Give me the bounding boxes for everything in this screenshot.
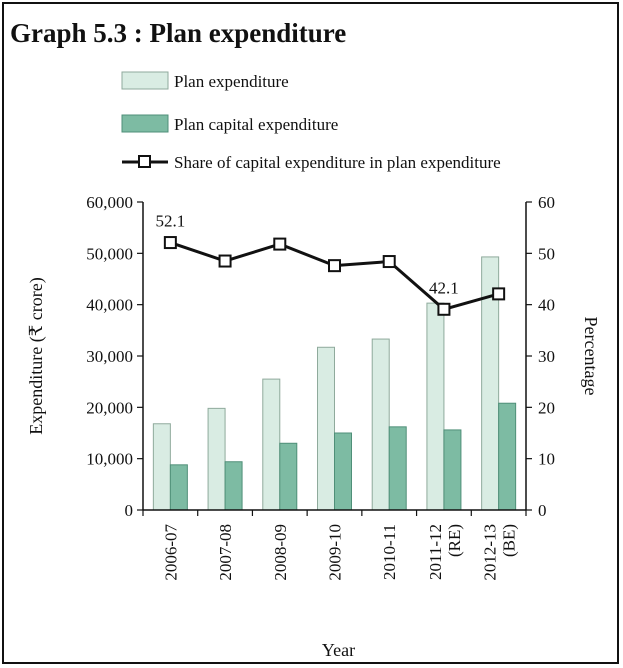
bar-plan-capital-expenditure (498, 402, 517, 511)
bar-plan-capital-expenditure (443, 429, 462, 511)
share-marker (218, 254, 232, 268)
line-layer (163, 236, 506, 316)
bar-plan-expenditure (426, 302, 445, 511)
x-tick-label-line: 2006-07 (161, 524, 180, 581)
x-tick-label-line: 2010-11 (380, 524, 399, 580)
y-tick-label: 0 (125, 501, 134, 520)
y2-axis-title: Percentage (581, 317, 601, 396)
labels-layer: 52.1 42.1 (155, 212, 458, 298)
x-tick-label-line: 2009-10 (326, 524, 345, 581)
y-tick-label: 30,000 (86, 347, 133, 366)
x-axis-title: Year (322, 640, 355, 660)
y2-tick-label: 50 (538, 244, 555, 263)
legend-swatch-plan-expenditure (121, 71, 169, 90)
axes-layer: 0 10,000 20,000 30,000 40,000 50,000 60,000 0 10… (26, 193, 601, 660)
x-tick-label-line: 2008-09 (271, 524, 290, 581)
y2-tick-label: 20 (538, 398, 555, 417)
share-marker (273, 237, 287, 251)
x-tick-label: 2011-12(RE) (426, 524, 464, 580)
bar-plan-capital-expenditure (224, 461, 243, 511)
y2-tick-label: 0 (538, 501, 547, 520)
legend-label-share: Share of capital expenditure in plan exp… (174, 153, 501, 172)
x-tick-label: 2010-11 (380, 524, 399, 580)
x-tick-label-line: 2012-13 (481, 524, 500, 581)
data-label: 52.1 (155, 212, 185, 231)
y-tick-label: 40,000 (86, 296, 133, 315)
bar-plan-capital-expenditure (279, 442, 298, 511)
y2-tick-label: 30 (538, 347, 555, 366)
share-marker (382, 255, 396, 269)
y-tick-label: 20,000 (86, 398, 133, 417)
legend-label-plan-expenditure: Plan expenditure (174, 72, 289, 91)
x-tick-label: 2008-09 (271, 524, 290, 581)
data-label: 42.1 (429, 278, 459, 297)
x-tick-label-line: 2007-08 (216, 524, 235, 581)
y2-tick-label: 10 (538, 450, 555, 469)
bar-plan-capital-expenditure (169, 464, 188, 511)
y-axis-title: Expenditure (₹ crore) (26, 277, 47, 434)
x-tick-label-line: 2011-12 (426, 524, 445, 580)
legend-marker-share (138, 155, 151, 168)
bar-plan-expenditure (152, 423, 171, 511)
x-tick-label: 2007-08 (216, 524, 235, 581)
chart-title: Graph 5.3 : Plan expenditure (10, 18, 347, 48)
y-tick-label: 50,000 (86, 244, 133, 263)
y-tick-label: 10,000 (86, 450, 133, 469)
bar-plan-capital-expenditure (388, 426, 407, 511)
y2-tick-label: 60 (538, 193, 555, 212)
x-tick-label-line: (RE) (445, 524, 464, 557)
bar-plan-expenditure (317, 346, 335, 511)
x-tick-label: 2012-13(BE) (481, 524, 519, 581)
share-marker (163, 236, 177, 250)
y-tick-label: 60,000 (86, 193, 133, 212)
share-marker (492, 287, 506, 301)
legend-label-plan-capital-expenditure: Plan capital expenditure (174, 115, 338, 134)
x-tick-label: 2006-07 (161, 524, 180, 581)
bar-plan-capital-expenditure (334, 432, 352, 511)
legend: Plan expenditure Plan capital expenditure… (121, 71, 501, 172)
bar-plan-expenditure (207, 407, 226, 511)
bar-plan-expenditure (262, 378, 281, 511)
bars-layer (152, 256, 517, 511)
share-marker (328, 259, 341, 273)
bar-plan-expenditure (371, 338, 390, 511)
legend-swatch-plan-capital-expenditure (121, 114, 169, 133)
share-line (169, 241, 500, 311)
y2-tick-label: 40 (538, 296, 555, 315)
x-tick-label-line: (BE) (500, 524, 519, 557)
share-marker (437, 302, 451, 316)
x-tick-label: 2009-10 (326, 524, 345, 581)
